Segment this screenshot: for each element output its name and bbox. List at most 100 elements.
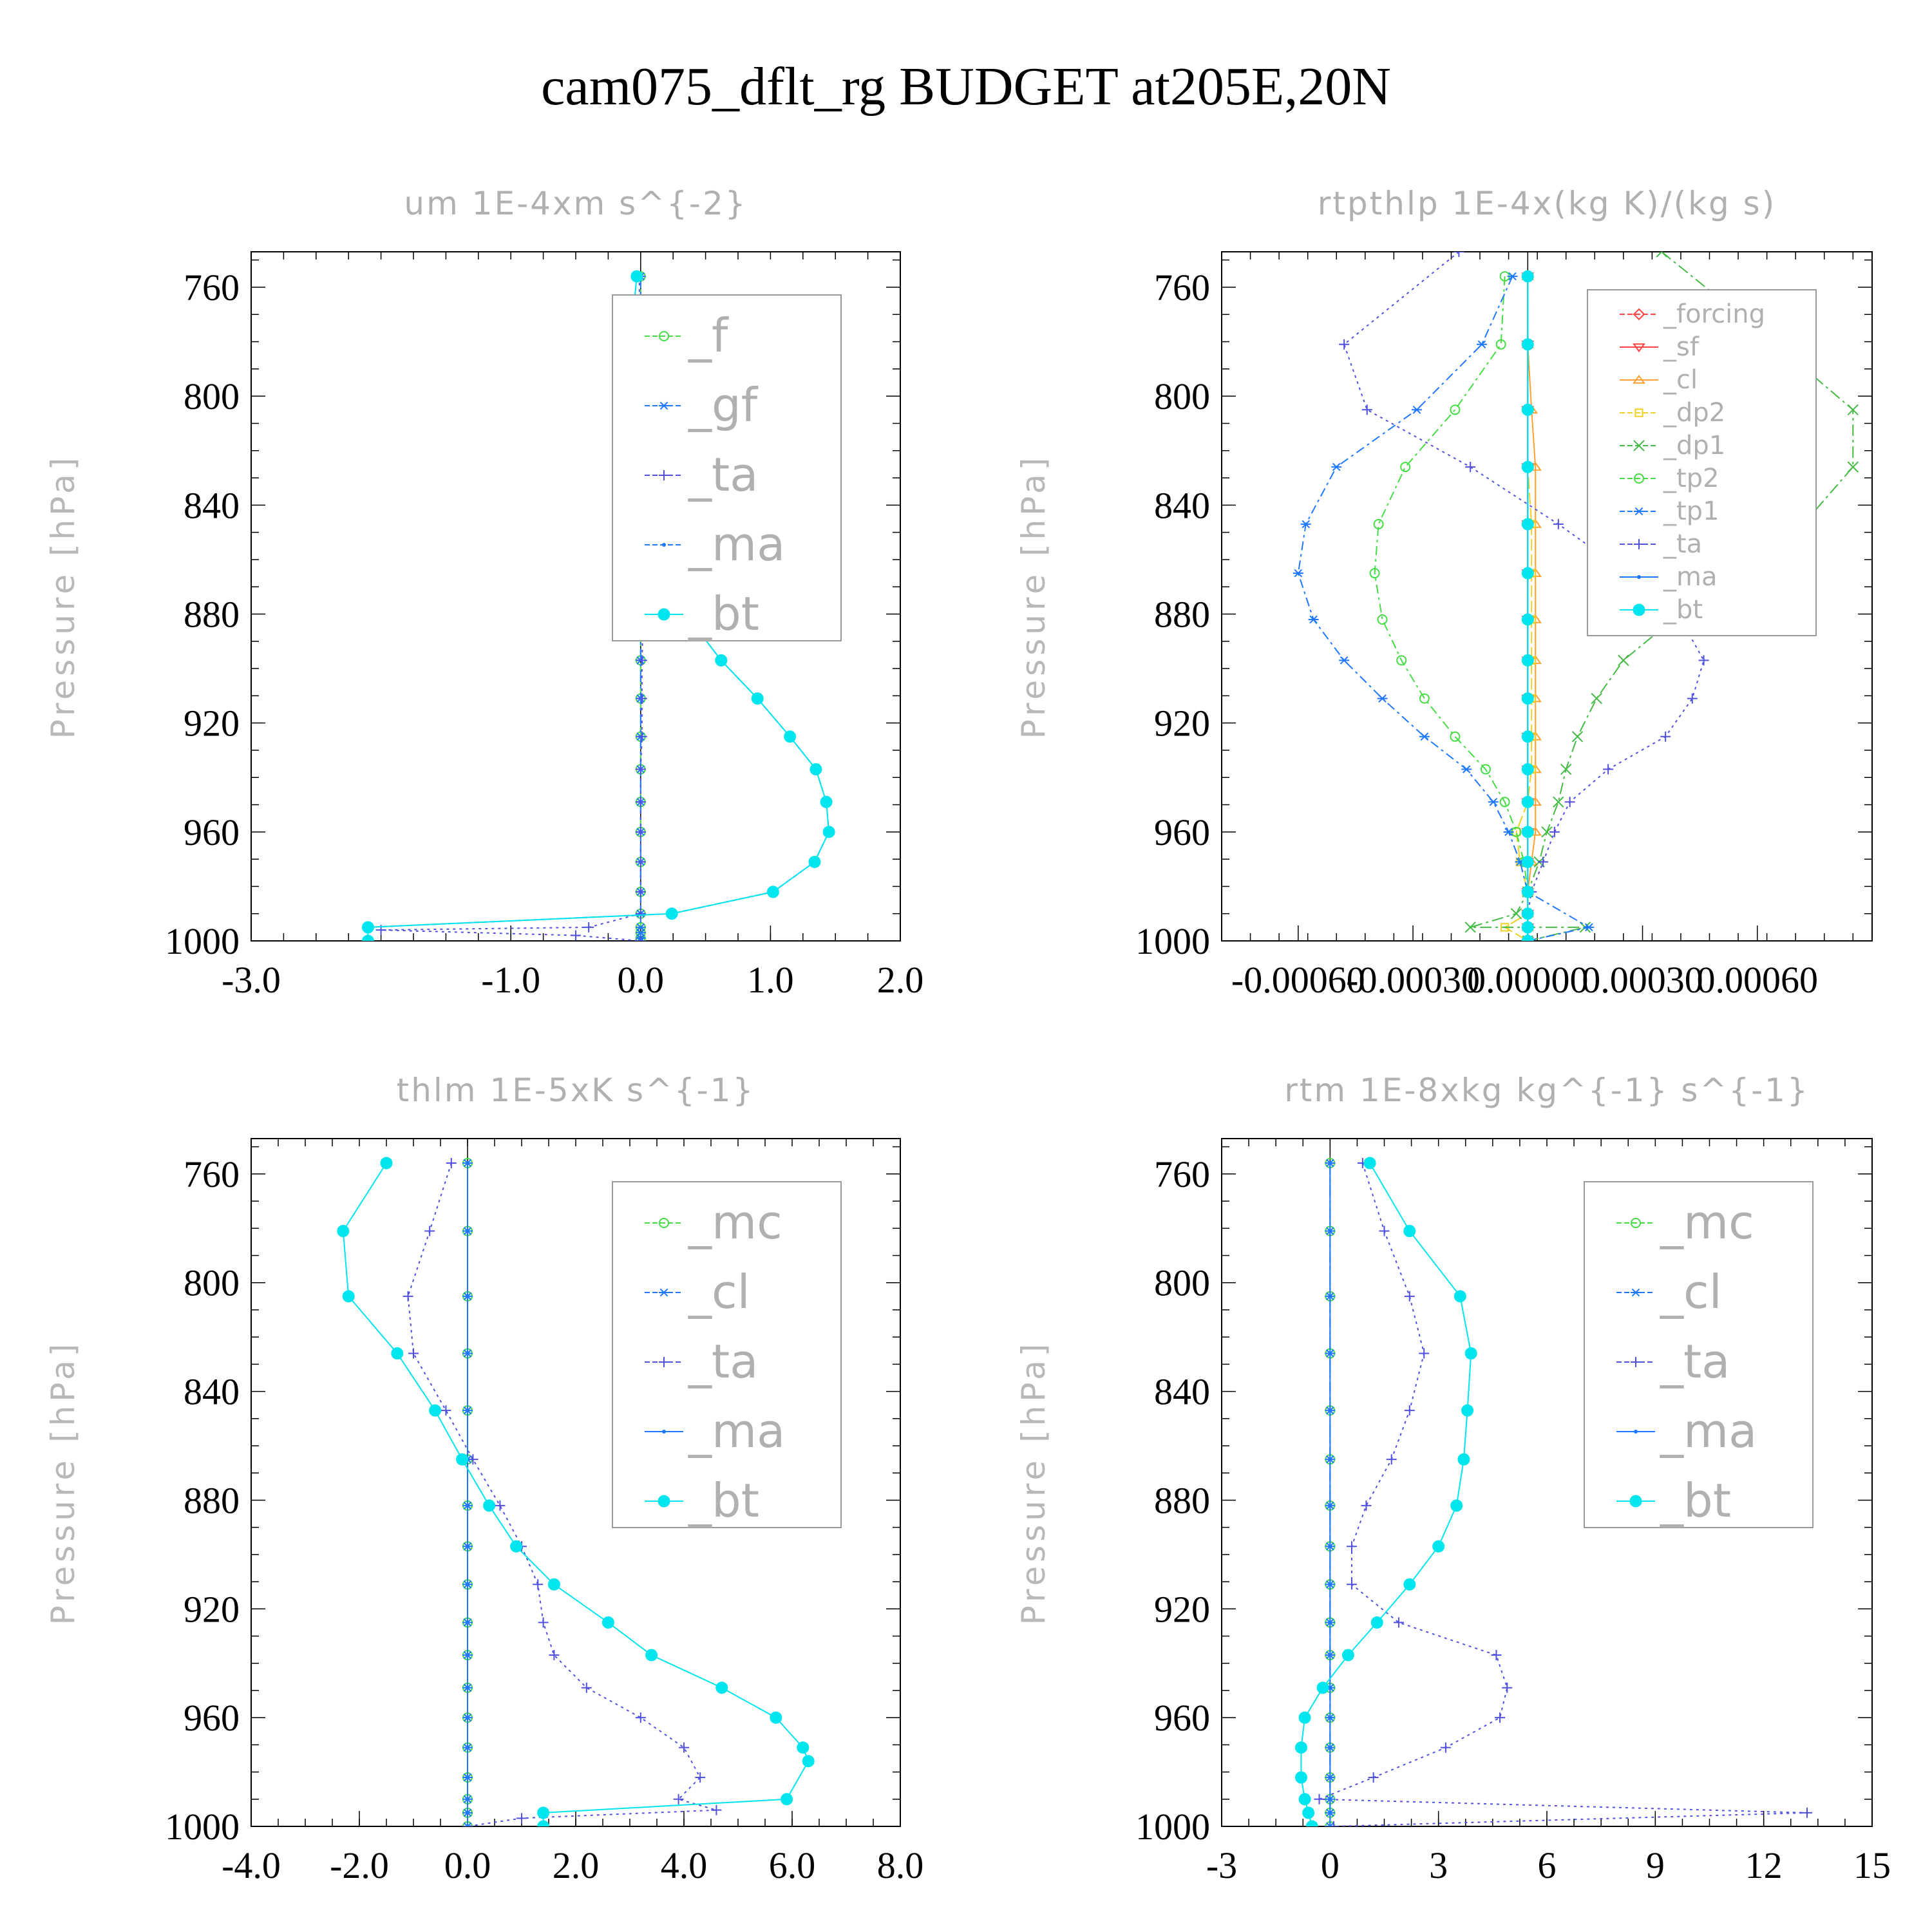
series-point_bt <box>1298 1793 1311 1806</box>
legend-label: _bt <box>688 1473 759 1528</box>
series-point_bt <box>1521 460 1534 473</box>
series-point_ta <box>673 1794 684 1804</box>
series-group <box>337 1157 815 1826</box>
series-point_ta <box>1440 1742 1451 1753</box>
y-tick-label: 920 <box>1154 703 1210 744</box>
x-tick-label: 0.0 <box>618 959 665 1001</box>
legend-marker <box>659 470 669 480</box>
series-point_ma <box>466 1745 469 1750</box>
y-tick-label: 920 <box>184 1588 240 1630</box>
series-point_tp2 <box>1369 568 1380 579</box>
series-point_bt <box>1341 1649 1354 1662</box>
series-point_ma <box>1328 1503 1332 1508</box>
series-point_tp2 <box>1499 797 1510 808</box>
series-point_dp1 <box>1541 826 1553 838</box>
series-point_ma <box>466 1716 469 1720</box>
series-point_ta <box>635 908 646 919</box>
chart-panel-3: thlm 1E-5xK s^{-1} Pressure [hPa] 760 800 84… <box>44 1072 923 1886</box>
legend-marker <box>1634 539 1644 549</box>
x-tick-label: 0.00030 <box>1582 959 1703 1001</box>
series-point_ma <box>1328 1824 1332 1826</box>
y-axis-label: Pressure [hPa] <box>1015 1340 1052 1625</box>
series-point_bt <box>1298 1711 1311 1724</box>
series-point_bt <box>766 886 779 898</box>
series-point_ta <box>1328 1821 1339 1826</box>
series-point_bt <box>1521 730 1534 743</box>
series-point_ta <box>1386 1454 1397 1465</box>
series-point_bt <box>751 692 764 705</box>
series-point_bt <box>1454 1290 1466 1303</box>
series-point_ta <box>581 1682 592 1693</box>
legend-marker <box>662 543 666 547</box>
series-point_dp1 <box>1618 654 1629 667</box>
series-point_bt <box>429 1404 442 1417</box>
legend-marker <box>1633 440 1645 451</box>
series-point_tp1 <box>1488 798 1499 806</box>
series-point_bt <box>537 1820 550 1826</box>
series-point_tp1 <box>1584 923 1595 932</box>
series-point_ta <box>711 1804 722 1815</box>
y-tick-label: 840 <box>1154 1371 1210 1413</box>
legend-marker <box>1633 343 1645 353</box>
series-point_bt <box>537 1806 550 1819</box>
series-point_bt <box>1521 270 1534 283</box>
series-point_bt <box>781 1793 793 1806</box>
legend-label: _cl <box>1663 365 1698 395</box>
series-point_ma <box>466 1582 469 1587</box>
legend-box <box>612 294 842 641</box>
series-point_ta <box>635 886 646 897</box>
series-point_bt <box>483 1499 496 1512</box>
series-point_bt <box>630 270 643 283</box>
y-tick-label: 880 <box>1154 593 1210 635</box>
x-tick-label: 8.0 <box>877 1844 924 1886</box>
series-point_ta <box>1502 1682 1513 1693</box>
legend-marker <box>1637 575 1641 579</box>
series-point_ma <box>466 1824 469 1826</box>
series-point_dp1 <box>1847 404 1859 416</box>
series-point_bt <box>784 730 797 743</box>
series-point_bt <box>342 1290 355 1303</box>
series-point_ta <box>1347 1579 1357 1590</box>
legend-label: _bt <box>1663 595 1703 625</box>
panel-title: rtpthlp 1E-4x(kg K)/(kg s) <box>1318 185 1776 222</box>
y-tick-label: 880 <box>184 1479 240 1521</box>
y-tick-label: 760 <box>1154 267 1210 308</box>
series-point_bt <box>820 795 833 808</box>
figure-title: cam075_dflt_rg BUDGET at205E,20N <box>541 57 1391 117</box>
series-point_bt <box>1521 921 1534 934</box>
legend-label: _mc <box>1660 1195 1754 1249</box>
series-point_ta <box>583 922 594 933</box>
legend-marker <box>658 608 670 621</box>
series-point_ma <box>1328 1582 1332 1587</box>
x-tick-label: 1.0 <box>747 959 794 1001</box>
series-point_ta <box>1698 655 1709 666</box>
series-point_tp2 <box>1377 614 1388 625</box>
series-point_bt <box>456 1453 469 1466</box>
y-tick-label: 920 <box>1154 1588 1210 1630</box>
series-point_bt <box>1403 1578 1416 1591</box>
series-point_dp1 <box>1571 731 1584 743</box>
legend-marker <box>1633 603 1645 616</box>
series-point_ma <box>1328 1229 1332 1233</box>
series-point_ma <box>1328 1351 1332 1356</box>
series-point_tp1 <box>1377 694 1388 703</box>
series-point_bt <box>1316 1681 1329 1694</box>
series-point_ta <box>516 1813 527 1824</box>
series-point_bt <box>1521 855 1534 868</box>
panel-title: um 1E-4xm s^{-2} <box>404 185 747 222</box>
series-point_tp1 <box>1507 272 1518 281</box>
legend-marker <box>1634 507 1644 516</box>
series-point_ma <box>1328 1408 1332 1413</box>
series-point_bt <box>547 1578 560 1591</box>
series-point_tp1 <box>1477 340 1487 349</box>
series-point_ta <box>1564 797 1575 808</box>
series-point_ta <box>1404 1291 1415 1302</box>
series-point_ma <box>1328 1620 1332 1625</box>
legend-marker <box>1634 1430 1638 1434</box>
legend-marker <box>659 331 669 341</box>
x-tick-label: -0.00030 <box>1346 959 1480 1001</box>
series-point_ta <box>1419 1348 1430 1359</box>
series-point_tp2 <box>1373 518 1384 529</box>
y-tick-label: 840 <box>184 1371 240 1413</box>
series-point_ta <box>1454 252 1464 257</box>
